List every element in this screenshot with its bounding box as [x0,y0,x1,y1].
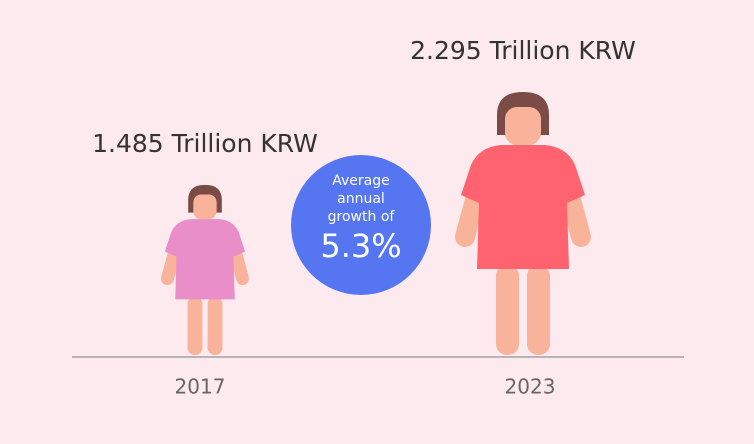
x-tick-label: 2017 [175,375,226,399]
dress [461,145,585,269]
dress [164,219,246,300]
value-label: 2.295 Trillion KRW [410,36,636,65]
x-tick-label: 2023 [505,375,556,399]
face [505,107,541,145]
growth-text: Average [332,173,390,189]
growth-value: 5.3% [320,227,401,265]
growth-badge [291,155,431,295]
leg [187,296,203,355]
figure [455,92,591,355]
leg [496,265,519,355]
leg [207,296,223,355]
value-label: 1.485 Trillion KRW [92,129,318,158]
growth-text: annual [337,191,385,207]
leg [527,265,550,355]
growth-text: growth of [328,209,396,225]
face [193,194,217,220]
figure [160,184,250,355]
